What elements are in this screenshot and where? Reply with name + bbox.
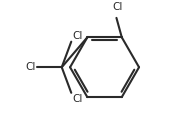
Text: Cl: Cl <box>72 31 83 41</box>
Text: Cl: Cl <box>112 2 123 12</box>
Text: Cl: Cl <box>72 94 83 104</box>
Text: Cl: Cl <box>25 62 36 72</box>
